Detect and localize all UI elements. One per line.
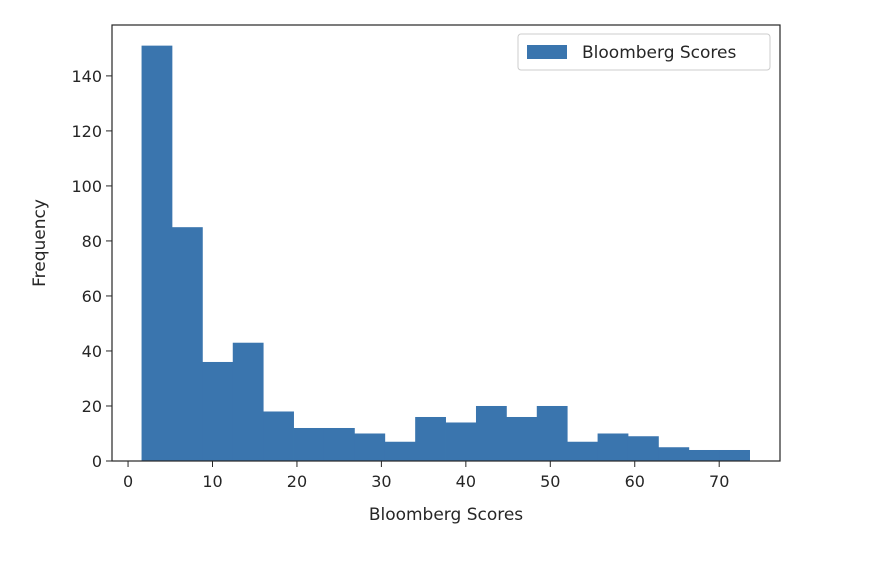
legend-label: Bloomberg Scores [582, 43, 736, 63]
histogram-bar-15 [567, 441, 598, 461]
histogram-bar-20 [719, 449, 750, 461]
histogram-bars [141, 45, 750, 461]
y-axis-title: Frequency [30, 199, 50, 287]
y-tick-label: 100 [71, 177, 102, 196]
histogram-bar-2 [171, 227, 203, 461]
histogram-bar-7 [323, 427, 355, 461]
histogram-bar-8 [354, 433, 386, 461]
x-tick-label: 70 [709, 472, 729, 491]
x-axis-title: Bloomberg Scores [369, 505, 523, 525]
x-tick-label: 0 [123, 472, 133, 491]
legend: Bloomberg Scores [517, 33, 771, 71]
histogram-bar-16 [597, 433, 629, 461]
histogram-bar-18 [658, 447, 690, 461]
histogram-bar-10 [415, 416, 446, 461]
y-tick-label: 60 [82, 287, 102, 306]
histogram-bar-5 [263, 411, 294, 461]
plot-frame [111, 24, 781, 462]
y-tick-label: 140 [71, 67, 102, 86]
histogram-bar-11 [445, 422, 477, 461]
histogram-bar-9 [384, 441, 416, 461]
x-tick-label: 10 [202, 472, 222, 491]
y-axis-ticks: 0 20 40 60 80 100 120 140 [71, 67, 112, 471]
histogram-bar-17 [627, 436, 659, 461]
x-tick-label: 60 [625, 472, 645, 491]
y-tick-label: 20 [82, 397, 102, 416]
histogram-bar-4 [232, 342, 264, 461]
y-tick-label: 0 [92, 452, 102, 471]
histogram-bar-14 [536, 405, 568, 461]
y-tick-label: 80 [82, 232, 102, 251]
histogram-bar-12 [475, 405, 507, 461]
histogram-bar-13 [506, 416, 538, 461]
x-tick-label: 20 [287, 472, 307, 491]
legend-swatch [527, 45, 567, 59]
histogram-bar-6 [293, 427, 325, 461]
x-tick-label: 30 [371, 472, 391, 491]
x-axis-ticks: 0 10 20 30 40 50 60 70 [123, 461, 729, 491]
x-tick-label: 40 [456, 472, 476, 491]
x-tick-label: 50 [540, 472, 560, 491]
y-tick-label: 120 [71, 122, 102, 141]
histogram-bar-19 [688, 449, 720, 461]
y-tick-label: 40 [82, 342, 102, 361]
legend-box [517, 33, 771, 71]
histogram-bar-1 [141, 45, 173, 461]
histogram-bar-3 [202, 361, 234, 461]
